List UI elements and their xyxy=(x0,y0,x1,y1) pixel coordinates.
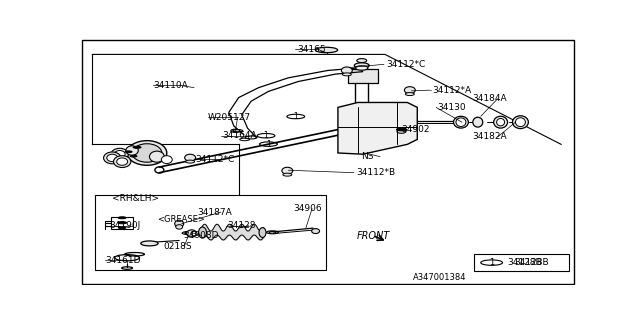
Ellipse shape xyxy=(125,151,132,153)
Ellipse shape xyxy=(493,116,508,128)
Ellipse shape xyxy=(175,220,184,227)
Polygon shape xyxy=(338,102,417,154)
Ellipse shape xyxy=(107,154,118,162)
Ellipse shape xyxy=(186,160,195,163)
Text: 34164A: 34164A xyxy=(222,131,257,140)
Ellipse shape xyxy=(133,146,141,148)
Ellipse shape xyxy=(515,118,525,127)
Text: 34128B: 34128B xyxy=(514,258,548,267)
Bar xyxy=(111,217,133,229)
Text: 34184A: 34184A xyxy=(472,94,506,103)
Text: 34906: 34906 xyxy=(293,204,322,213)
Ellipse shape xyxy=(356,66,368,70)
Bar xyxy=(348,128,390,144)
Text: <GREASE>: <GREASE> xyxy=(157,215,205,224)
Ellipse shape xyxy=(473,117,483,127)
Ellipse shape xyxy=(356,59,367,62)
Text: 34112*A: 34112*A xyxy=(432,86,471,95)
Ellipse shape xyxy=(185,154,196,161)
Text: 34182A: 34182A xyxy=(472,132,506,141)
Ellipse shape xyxy=(126,146,138,155)
Ellipse shape xyxy=(316,47,338,53)
Text: 34161D: 34161D xyxy=(105,256,140,265)
Ellipse shape xyxy=(497,118,504,126)
Bar xyxy=(474,254,568,271)
Ellipse shape xyxy=(191,231,197,236)
Text: A347001384: A347001384 xyxy=(413,273,467,282)
Text: 34112*C: 34112*C xyxy=(195,155,234,164)
Text: 34128: 34128 xyxy=(227,221,255,230)
Ellipse shape xyxy=(113,156,131,167)
Ellipse shape xyxy=(404,87,415,93)
Ellipse shape xyxy=(114,150,125,158)
Ellipse shape xyxy=(141,241,158,246)
Ellipse shape xyxy=(118,227,126,228)
Text: 34128B: 34128B xyxy=(508,258,542,267)
Text: 34110A: 34110A xyxy=(154,81,188,90)
Text: 34165: 34165 xyxy=(297,45,326,54)
Ellipse shape xyxy=(231,129,240,132)
Text: FRONT: FRONT xyxy=(356,230,390,241)
Ellipse shape xyxy=(118,221,127,224)
Ellipse shape xyxy=(130,155,137,157)
Text: <RH&LH>: <RH&LH> xyxy=(112,194,159,203)
Ellipse shape xyxy=(341,67,352,74)
Ellipse shape xyxy=(405,92,414,96)
Bar xyxy=(95,195,326,270)
Ellipse shape xyxy=(118,217,126,219)
Ellipse shape xyxy=(513,116,529,129)
Text: 34130: 34130 xyxy=(437,103,466,112)
Ellipse shape xyxy=(454,116,468,128)
Text: 1: 1 xyxy=(293,112,298,121)
Ellipse shape xyxy=(342,73,351,76)
Ellipse shape xyxy=(150,151,164,162)
Text: 34112*B: 34112*B xyxy=(356,168,396,177)
Ellipse shape xyxy=(176,225,182,229)
Text: 1: 1 xyxy=(489,258,494,267)
Ellipse shape xyxy=(456,118,466,126)
Text: W205127: W205127 xyxy=(208,113,251,122)
Text: 34190J: 34190J xyxy=(110,221,141,230)
Ellipse shape xyxy=(355,63,369,68)
Ellipse shape xyxy=(132,144,162,162)
Bar xyxy=(348,69,378,83)
Ellipse shape xyxy=(111,148,129,160)
Text: 34112*C: 34112*C xyxy=(387,60,426,69)
Ellipse shape xyxy=(116,158,127,165)
Ellipse shape xyxy=(312,228,319,234)
Ellipse shape xyxy=(127,141,167,165)
Ellipse shape xyxy=(396,128,406,131)
Text: 0218S: 0218S xyxy=(163,242,192,251)
Ellipse shape xyxy=(283,173,292,176)
Text: 1: 1 xyxy=(266,140,271,148)
Text: 34902: 34902 xyxy=(401,125,430,134)
Ellipse shape xyxy=(187,230,196,237)
Ellipse shape xyxy=(198,227,207,238)
Ellipse shape xyxy=(104,152,121,164)
Text: 1: 1 xyxy=(264,131,268,140)
Ellipse shape xyxy=(259,228,266,237)
Ellipse shape xyxy=(161,156,172,164)
Ellipse shape xyxy=(282,167,292,174)
Text: 34908D: 34908D xyxy=(183,231,219,240)
Text: NS: NS xyxy=(361,152,374,161)
Text: 34187A: 34187A xyxy=(197,208,232,217)
